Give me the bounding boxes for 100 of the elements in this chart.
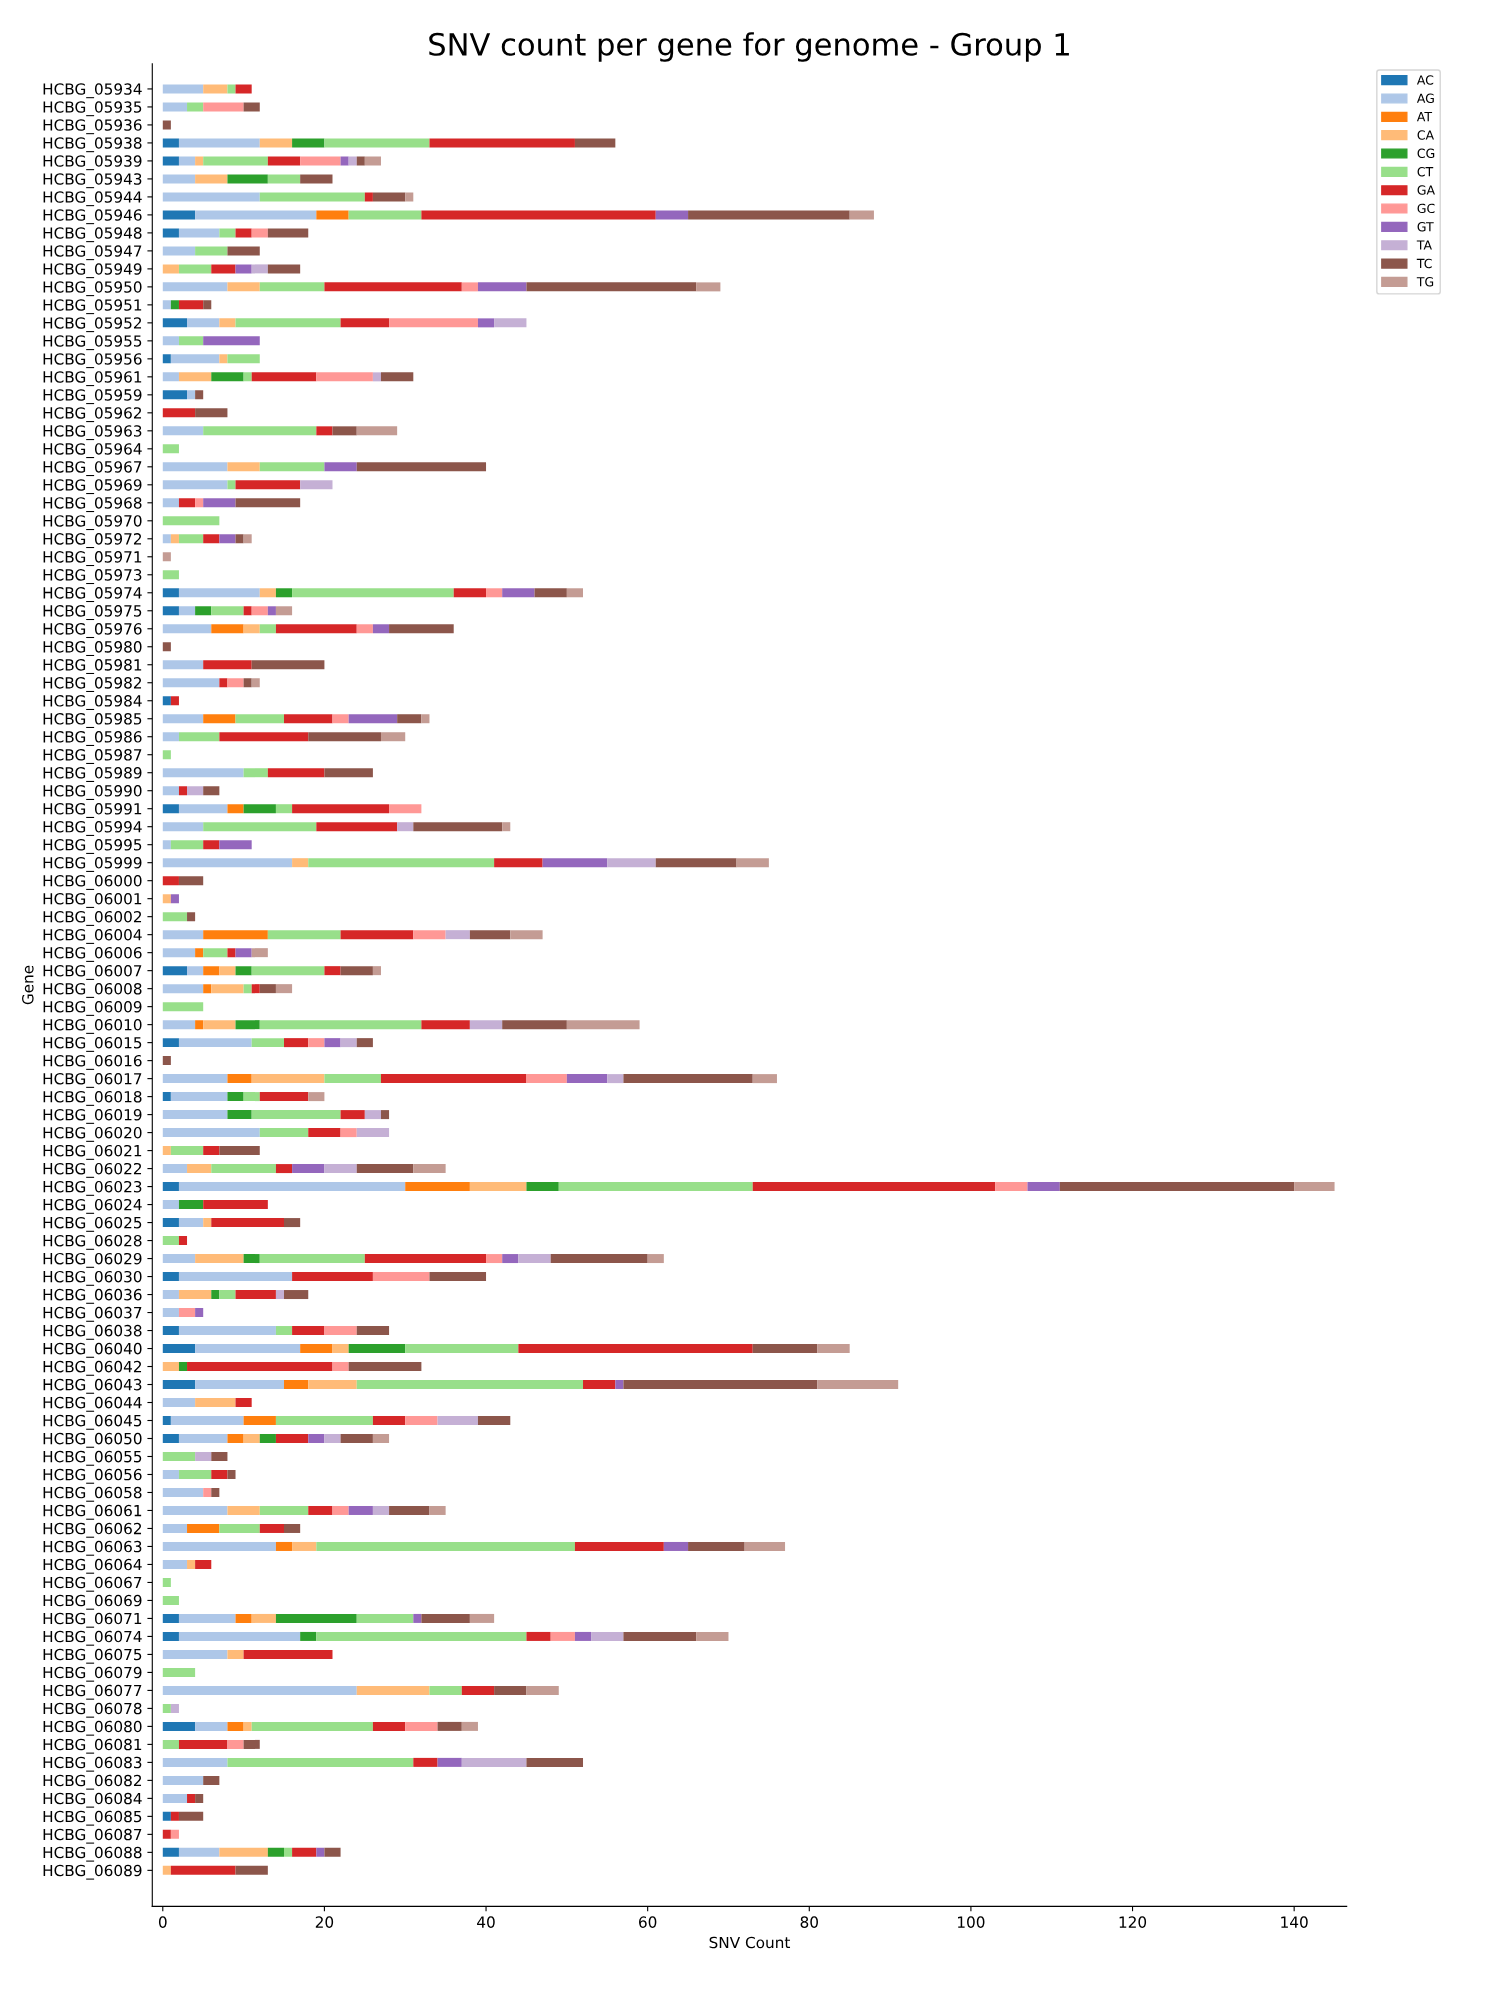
bar [284, 1523, 301, 1533]
y-tick-label: HCBG_05999 [43, 857, 142, 872]
y-tick-label: HCBG_06020 [43, 1126, 142, 1142]
y-tick-label: HCBG_06019 [43, 1108, 142, 1124]
y-tick-label: HCBG_05972 [43, 533, 142, 549]
bar [162, 1865, 171, 1875]
y-tick-label: HCBG_05981 [43, 659, 142, 675]
bar [203, 714, 236, 724]
bar [162, 1056, 171, 1066]
bar [1059, 1182, 1295, 1192]
bar [356, 1380, 584, 1390]
bar [251, 1038, 285, 1048]
bar [316, 372, 373, 382]
bar [752, 1182, 996, 1192]
legend-label: AC [1416, 75, 1434, 85]
y-tick-label: HCBG_05985 [43, 713, 142, 728]
x-tick-label: 0 [158, 1916, 167, 1928]
bar [486, 1254, 503, 1264]
bar [162, 1110, 228, 1120]
bar [267, 156, 301, 166]
y-tick-label: HCBG_05974 [43, 587, 142, 603]
y-tick-label: HCBG_06001 [43, 893, 142, 908]
bar [162, 678, 220, 688]
bar [162, 1613, 179, 1623]
y-tick-label: HCBG_05938 [43, 137, 142, 153]
bar [162, 300, 171, 310]
bar [178, 138, 260, 148]
bar [259, 1505, 309, 1515]
bar [203, 786, 220, 796]
bar [259, 1020, 422, 1030]
bar [348, 210, 422, 220]
y-tick-label: HCBG_06055 [43, 1450, 142, 1466]
bar [663, 1541, 689, 1551]
bar [211, 1487, 220, 1497]
bar [292, 1326, 325, 1336]
bar [502, 822, 511, 832]
bar [421, 1020, 470, 1030]
bar [162, 858, 293, 868]
bar [162, 1811, 171, 1821]
bar [162, 1649, 228, 1659]
chart-title: SNV count per gene for genome - Group 1 [429, 32, 1069, 62]
bar [227, 948, 236, 958]
bar [162, 102, 188, 112]
bar [518, 1254, 551, 1264]
bar [170, 1092, 228, 1102]
bar [817, 1380, 899, 1390]
bar [178, 1326, 276, 1336]
bar [413, 1164, 446, 1174]
bar [170, 840, 204, 850]
bar [178, 534, 204, 544]
bar [324, 1847, 341, 1857]
bar [389, 804, 422, 814]
bar [300, 174, 333, 184]
bar [162, 336, 179, 346]
bar [469, 1182, 527, 1192]
y-tick-label: HCBG_06006 [43, 946, 142, 962]
x-tick-label: 40 [477, 1916, 495, 1928]
bar [170, 1416, 244, 1425]
legend-label: GC [1417, 203, 1435, 214]
bar [324, 768, 373, 778]
bar [162, 390, 188, 400]
bar [211, 372, 244, 382]
bar [292, 1272, 373, 1282]
bar [259, 624, 276, 634]
bar [340, 156, 349, 166]
bar [566, 588, 584, 598]
bar [308, 1434, 325, 1443]
legend-label: GA [1417, 185, 1435, 195]
bar [292, 1541, 317, 1551]
bar [162, 1577, 171, 1587]
bar [696, 282, 721, 292]
bar [162, 282, 228, 292]
y-tick-label: HCBG_06036 [43, 1288, 142, 1304]
y-tick-label: HCBG_05936 [43, 119, 142, 135]
bar [267, 930, 341, 940]
bar [162, 1020, 196, 1030]
bar [211, 984, 244, 994]
bar [243, 102, 260, 112]
x-tick-label: 80 [800, 1916, 818, 1928]
y-tick-label: HCBG_05976 [43, 623, 142, 639]
bar [445, 930, 470, 940]
bar [235, 1020, 260, 1030]
bar [178, 1236, 188, 1246]
bar [380, 1074, 527, 1084]
bar [162, 930, 204, 940]
bar [243, 1739, 260, 1749]
bar [162, 1541, 276, 1551]
bar [340, 1128, 357, 1138]
bar [195, 1254, 244, 1264]
bar [162, 1182, 179, 1192]
y-tick-label: HCBG_06017 [43, 1072, 142, 1088]
bar [623, 1631, 697, 1641]
bar [1027, 1182, 1060, 1192]
bar [502, 588, 535, 598]
y-tick-label: HCBG_06075 [43, 1648, 142, 1664]
bar [405, 1182, 470, 1192]
bar [203, 336, 260, 346]
bar [195, 156, 204, 166]
bar [170, 1146, 204, 1156]
bar [817, 1344, 850, 1354]
